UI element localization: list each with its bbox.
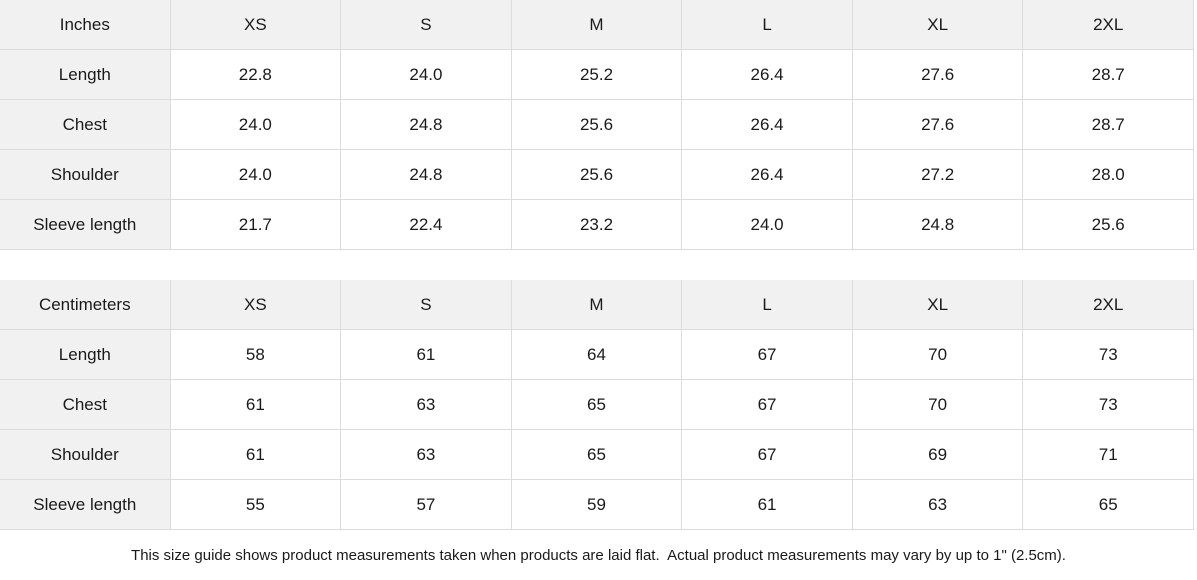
inches-table: Inches XS S M L XL 2XL Length 22.8 24.0 …: [0, 0, 1194, 250]
value-cell: 70: [852, 330, 1023, 379]
row-label: Chest: [0, 380, 170, 429]
value-cell: 63: [341, 430, 511, 479]
value-cell: 26.4: [682, 100, 852, 149]
row-label: Length: [0, 50, 170, 99]
value-cell: 28.7: [1023, 50, 1193, 99]
value-cell: 22.8: [170, 50, 341, 99]
size-header-cell: XL: [852, 280, 1023, 329]
value-cell: 23.2: [511, 200, 682, 249]
value-cell: 67: [682, 330, 852, 379]
value-cell: 61: [341, 330, 511, 379]
value-cell: 67: [682, 380, 852, 429]
value-cell: 73: [1023, 330, 1193, 379]
value-cell: 27.2: [852, 150, 1023, 199]
size-header-cell: L: [682, 0, 852, 49]
value-cell: 24.8: [852, 200, 1023, 249]
row-label: Length: [0, 330, 170, 379]
size-guide-note: This size guide shows product measuremen…: [0, 530, 1197, 580]
value-cell: 65: [511, 380, 682, 429]
row-label: Sleeve length: [0, 480, 170, 529]
value-cell: 27.6: [852, 100, 1023, 149]
value-cell: 28.0: [1023, 150, 1193, 199]
size-header-cell: 2XL: [1023, 280, 1193, 329]
value-cell: 58: [170, 330, 341, 379]
value-cell: 55: [170, 480, 341, 529]
value-cell: 28.7: [1023, 100, 1193, 149]
size-header-cell: S: [341, 0, 511, 49]
value-cell: 24.8: [341, 100, 511, 149]
value-cell: 61: [170, 430, 341, 479]
value-cell: 73: [1023, 380, 1193, 429]
value-cell: 63: [341, 380, 511, 429]
size-header-cell: XL: [852, 0, 1023, 49]
value-cell: 67: [682, 430, 852, 479]
value-cell: 24.8: [341, 150, 511, 199]
unit-header-centimeters: Centimeters: [0, 280, 170, 329]
value-cell: 25.6: [511, 100, 682, 149]
value-cell: 63: [852, 480, 1023, 529]
value-cell: 24.0: [170, 150, 341, 199]
value-cell: 26.4: [682, 150, 852, 199]
size-header-cell: M: [511, 0, 682, 49]
size-header-cell: S: [341, 280, 511, 329]
value-cell: 24.0: [341, 50, 511, 99]
unit-header-inches: Inches: [0, 0, 170, 49]
value-cell: 24.0: [170, 100, 341, 149]
size-header-cell: M: [511, 280, 682, 329]
size-header-cell: 2XL: [1023, 0, 1193, 49]
value-cell: 25.2: [511, 50, 682, 99]
value-cell: 27.6: [852, 50, 1023, 99]
row-label: Shoulder: [0, 430, 170, 479]
value-cell: 21.7: [170, 200, 341, 249]
value-cell: 71: [1023, 430, 1193, 479]
size-header-cell: XS: [170, 0, 341, 49]
value-cell: 70: [852, 380, 1023, 429]
value-cell: 24.0: [682, 200, 852, 249]
value-cell: 25.6: [1023, 200, 1193, 249]
value-cell: 64: [511, 330, 682, 379]
centimeters-table: Centimeters XS S M L XL 2XL Length 58 61…: [0, 280, 1194, 530]
value-cell: 69: [852, 430, 1023, 479]
value-cell: 25.6: [511, 150, 682, 199]
value-cell: 26.4: [682, 50, 852, 99]
value-cell: 65: [1023, 480, 1193, 529]
value-cell: 61: [170, 380, 341, 429]
size-header-cell: XS: [170, 280, 341, 329]
row-label: Shoulder: [0, 150, 170, 199]
value-cell: 65: [511, 430, 682, 479]
value-cell: 22.4: [341, 200, 511, 249]
value-cell: 59: [511, 480, 682, 529]
value-cell: 61: [682, 480, 852, 529]
row-label: Chest: [0, 100, 170, 149]
size-header-cell: L: [682, 280, 852, 329]
row-label: Sleeve length: [0, 200, 170, 249]
table-gap: [0, 250, 1197, 280]
value-cell: 57: [341, 480, 511, 529]
